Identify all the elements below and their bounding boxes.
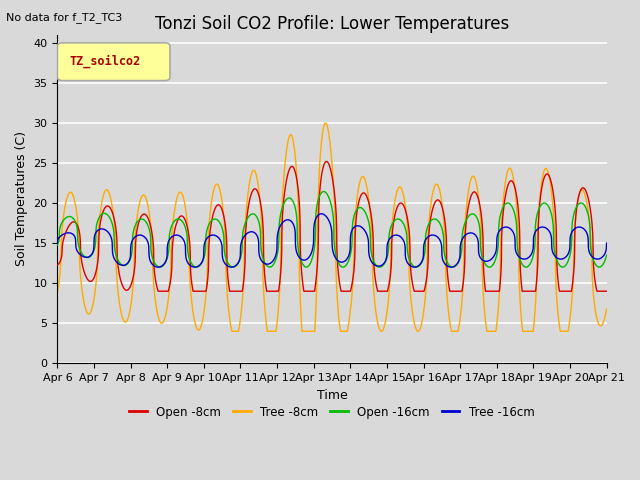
FancyBboxPatch shape xyxy=(58,43,170,81)
Legend: Open -8cm, Tree -8cm, Open -16cm, Tree -16cm: Open -8cm, Tree -8cm, Open -16cm, Tree -… xyxy=(125,401,540,423)
Y-axis label: Soil Temperatures (C): Soil Temperatures (C) xyxy=(15,132,28,266)
Title: Tonzi Soil CO2 Profile: Lower Temperatures: Tonzi Soil CO2 Profile: Lower Temperatur… xyxy=(155,15,509,33)
X-axis label: Time: Time xyxy=(317,389,348,402)
Text: TZ_soilco2: TZ_soilco2 xyxy=(70,55,141,68)
Text: No data for f_T2_TC3: No data for f_T2_TC3 xyxy=(6,12,123,23)
